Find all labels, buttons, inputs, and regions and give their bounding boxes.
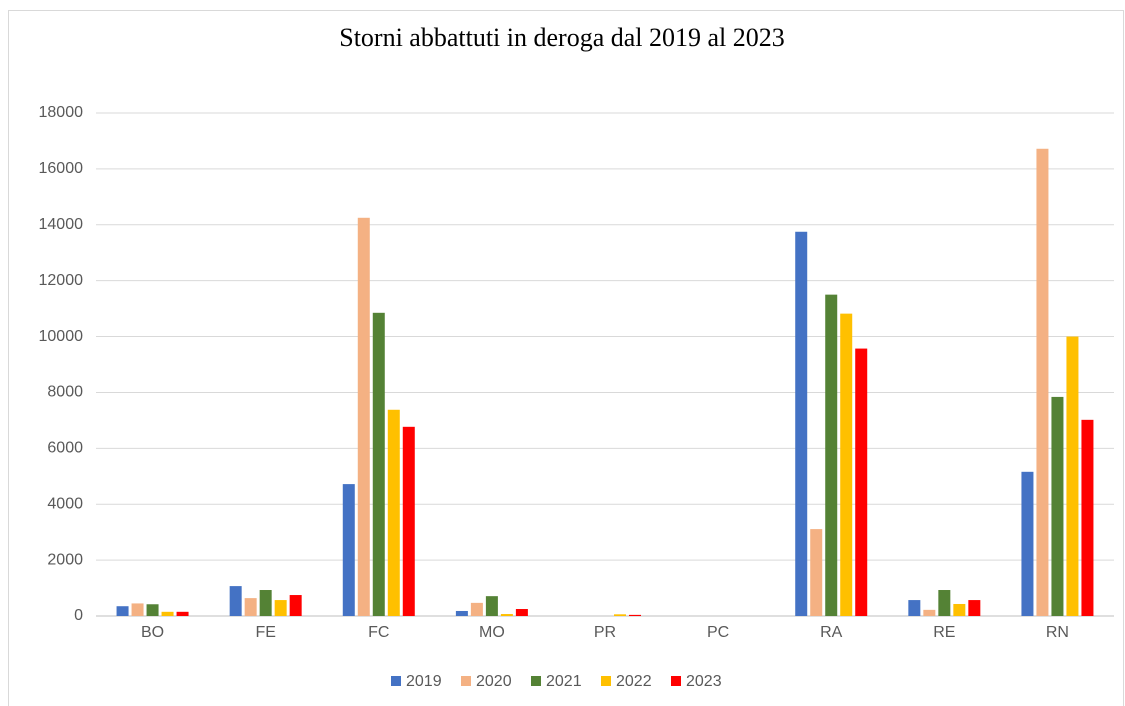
bar	[855, 348, 868, 616]
legend-label: 2021	[546, 673, 582, 690]
bar	[923, 609, 936, 616]
x-tick-label: FC	[368, 624, 389, 641]
bar	[840, 313, 853, 616]
x-tick-label: BO	[141, 624, 164, 641]
bar	[629, 614, 641, 616]
bar	[402, 426, 415, 616]
bar	[289, 595, 302, 616]
bar	[1081, 419, 1094, 616]
bar	[161, 611, 174, 616]
bar	[1021, 471, 1034, 616]
bar	[825, 294, 838, 616]
bar	[968, 600, 981, 616]
bar	[810, 529, 823, 616]
bar	[485, 596, 498, 616]
bar	[953, 603, 966, 616]
y-tick-label: 18000	[39, 104, 84, 121]
legend-swatch	[671, 676, 681, 686]
x-tick-label: PR	[594, 624, 616, 641]
bar	[274, 600, 287, 616]
bar	[372, 312, 385, 616]
bar	[176, 611, 189, 616]
legend-swatch	[531, 676, 541, 686]
y-tick-label: 6000	[47, 440, 83, 457]
bar	[244, 598, 257, 616]
bar	[146, 604, 159, 616]
bar	[387, 409, 400, 616]
x-tick-label: RE	[933, 624, 955, 641]
bar	[938, 590, 951, 616]
bar	[515, 609, 528, 616]
bar	[1051, 396, 1064, 616]
bar	[795, 231, 808, 616]
legend-swatch	[391, 676, 401, 686]
bar	[1036, 148, 1049, 616]
bar	[908, 600, 921, 616]
bar	[1066, 336, 1079, 616]
legend-label: 2023	[686, 673, 722, 690]
bar	[500, 614, 513, 616]
legend-label: 2019	[406, 673, 442, 690]
bar	[614, 614, 626, 616]
y-tick-label: 16000	[39, 160, 84, 177]
x-tick-label: PC	[707, 624, 729, 641]
y-tick-label: 8000	[47, 384, 83, 401]
bar	[229, 586, 242, 616]
bar	[357, 217, 370, 616]
x-tick-label: RA	[820, 624, 843, 641]
bar	[455, 610, 468, 616]
y-tick-label: 4000	[47, 495, 83, 512]
chart-frame	[8, 10, 1124, 706]
chart-title: Storni abbattuti in deroga dal 2019 al 2…	[339, 23, 785, 52]
y-tick-label: 14000	[39, 216, 84, 233]
x-tick-label: FE	[255, 624, 275, 641]
bar	[116, 606, 129, 616]
y-tick-label: 12000	[39, 272, 84, 289]
legend-swatch	[601, 676, 611, 686]
y-tick-label: 0	[74, 607, 83, 624]
bar	[470, 602, 483, 616]
legend-swatch	[461, 676, 471, 686]
bar	[259, 590, 272, 616]
x-tick-label: RN	[1046, 624, 1069, 641]
bar	[131, 603, 144, 616]
y-tick-label: 10000	[39, 328, 84, 345]
x-tick-label: MO	[479, 624, 505, 641]
legend-label: 2020	[476, 673, 512, 690]
y-tick-label: 2000	[47, 551, 83, 568]
bar	[342, 484, 355, 616]
legend-label: 2022	[616, 673, 652, 690]
